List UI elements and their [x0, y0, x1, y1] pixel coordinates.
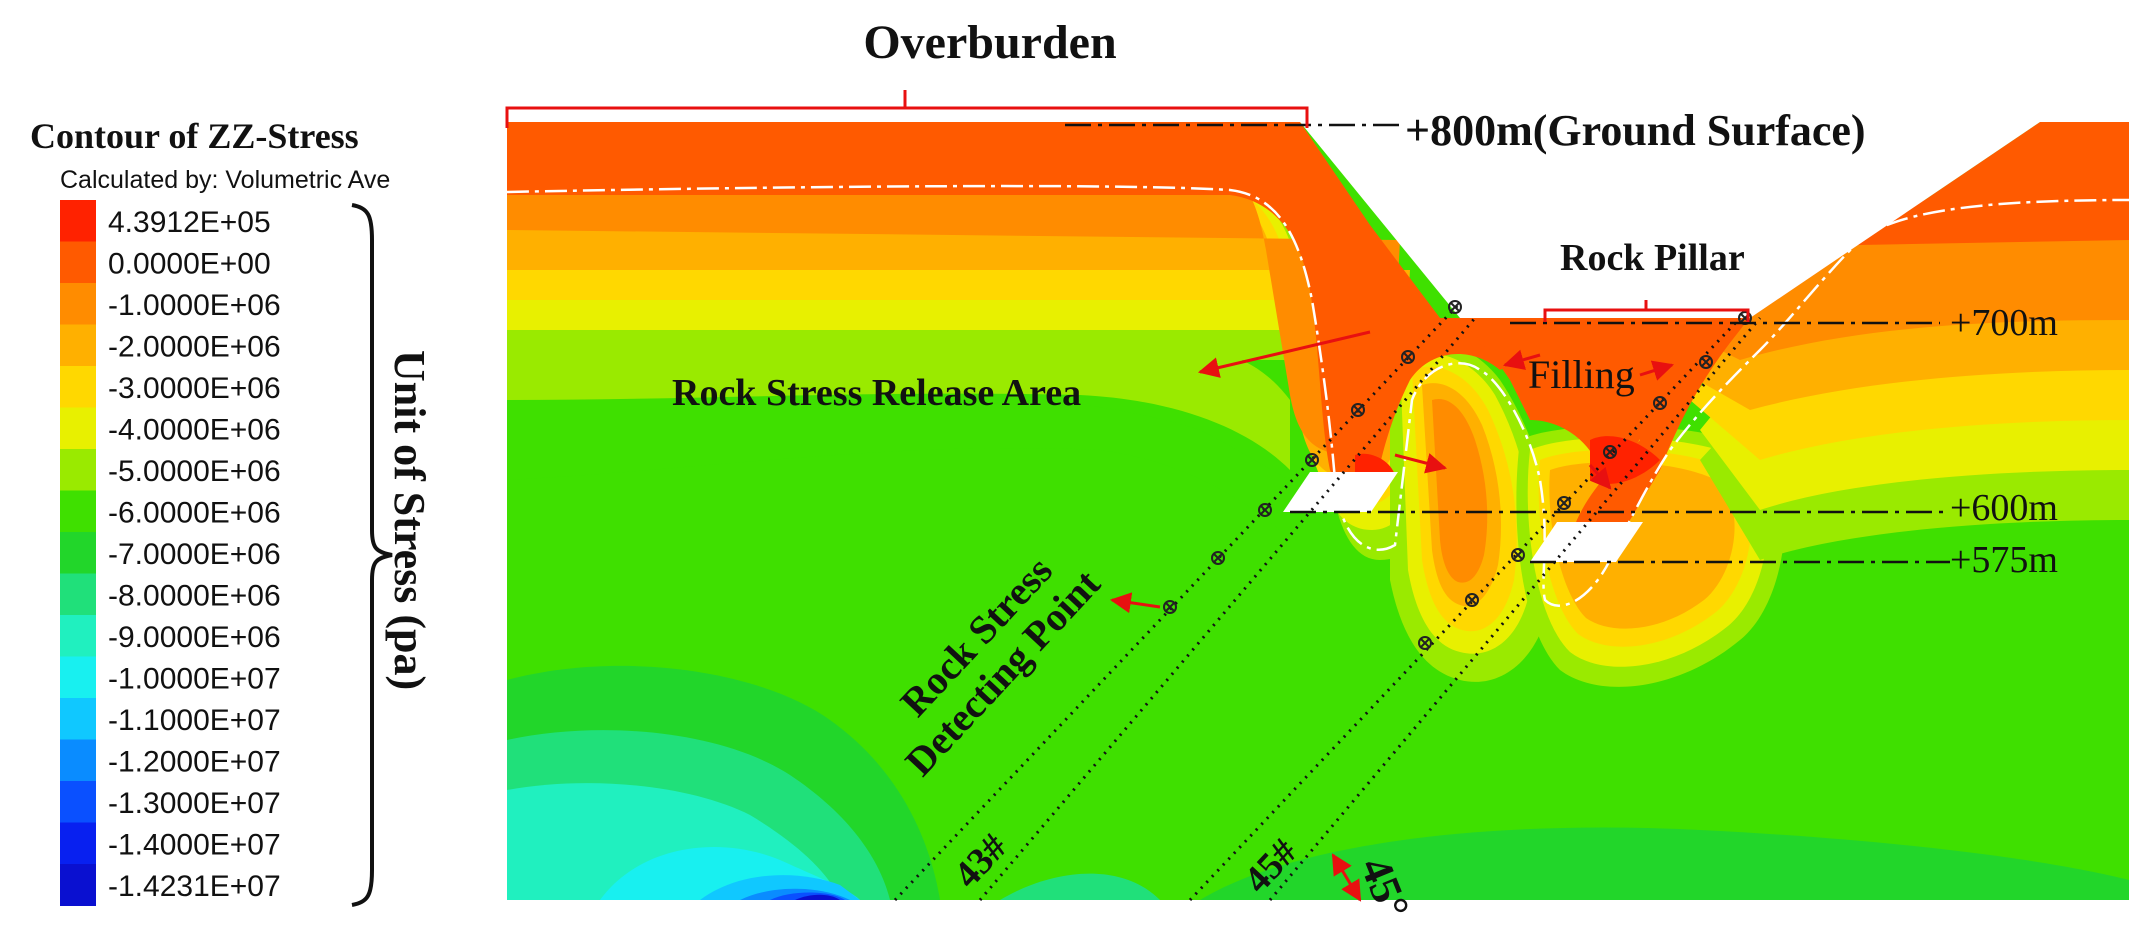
detecting-point-arrow: [1109, 592, 1161, 614]
legend-level-label: -1.4231E+07: [108, 870, 281, 903]
legend-level-label: 0.0000E+00: [108, 248, 271, 281]
elevation-lines: [1065, 123, 1950, 564]
legend-swatch: [60, 366, 96, 408]
detecting-point-marker: [1258, 503, 1272, 517]
detecting-point-marker: [1557, 496, 1571, 510]
elevation-600-label: +600m: [1950, 487, 2058, 529]
borehole-45-left-line: [1188, 316, 1742, 902]
legend-swatch: [60, 283, 96, 325]
detecting-point-marker: [1465, 593, 1479, 607]
legend-swatch: [60, 739, 96, 782]
legend-swatch: [60, 490, 96, 533]
overburden-label: Overburden: [863, 16, 1116, 69]
detecting-point-marker: [1699, 355, 1713, 369]
detecting-point-marker: [1448, 300, 1462, 314]
legend-level-label: -3.0000E+06: [108, 372, 281, 405]
elevation-700-label: +700m: [1950, 302, 2058, 344]
detecting-point-marker: [1305, 453, 1319, 467]
legend-title: Contour of ZZ-Stress: [30, 116, 359, 156]
release-area-label: Rock Stress Release Area: [672, 372, 1081, 414]
filling-arrows: [1394, 349, 1675, 490]
legend-level-label: -1.2000E+07: [108, 746, 281, 779]
legend-swatch: [60, 615, 96, 657]
rock-pillar-bracket: [1543, 300, 1750, 322]
elevation-575-label: +575m: [1950, 539, 2058, 581]
overburden-bracket: [505, 90, 1309, 128]
borehole-43-left-line: [893, 303, 1460, 902]
legend-swatch: [60, 324, 96, 367]
detecting-point-marker: [1163, 600, 1177, 614]
legend-swatch: [60, 449, 96, 491]
legend-swatch: [60, 407, 96, 450]
legend-level-label: -1.1000E+07: [108, 704, 281, 737]
legend-subtitle: Calculated by: Volumetric Ave: [60, 166, 390, 194]
release-area-arrow: [1197, 330, 1371, 378]
legend-level-label: -1.0000E+07: [108, 663, 281, 696]
legend-level-label: -8.0000E+06: [108, 580, 281, 613]
legend-level-label: -1.4000E+07: [108, 829, 281, 862]
detecting-point-marker: [1418, 636, 1432, 650]
legend-swatch: [60, 200, 96, 242]
legend-level-label: -1.0000E+06: [108, 289, 281, 322]
rock-pillar-label: Rock Pillar: [1560, 237, 1745, 279]
detecting-points: [1163, 300, 1752, 650]
legend-swatch: [60, 781, 96, 823]
legend-level-label: -7.0000E+06: [108, 538, 281, 571]
borehole-lines: [893, 303, 1762, 902]
legend-level-label: -5.0000E+06: [108, 455, 281, 488]
legend-level-label: -2.0000E+06: [108, 331, 281, 364]
legend-level-label: -4.0000E+06: [108, 414, 281, 447]
legend-labels: 4.3912E+05 0.0000E+00 -1.0000E+06 -2.0000E+…: [108, 206, 281, 903]
legend-swatch: [60, 698, 96, 740]
filling-label: Filling: [1528, 352, 1635, 397]
contour-plot: [507, 122, 2129, 900]
unit-label: Unit of Stress (pa): [385, 350, 434, 690]
legend-swatch: [60, 241, 96, 284]
legend-level-label: -1.3000E+07: [108, 787, 281, 820]
legend-swatch: [60, 532, 96, 574]
legend-swatch: [60, 573, 96, 616]
release-boundary-lines: [506, 184, 2130, 607]
detecting-point-marker: [1603, 445, 1617, 459]
legend-swatch: [60, 822, 96, 865]
legend-swatch: [60, 656, 96, 699]
detecting-point-marker: [1511, 548, 1525, 562]
legend-color-scale: [60, 200, 96, 906]
detecting-point-marker: [1401, 350, 1415, 364]
detecting-point-marker: [1211, 551, 1225, 565]
legend-swatch: [60, 864, 96, 906]
legend-level-label: -6.0000E+06: [108, 497, 281, 530]
legend-level-label: -9.0000E+06: [108, 621, 281, 654]
detecting-point-marker: [1653, 396, 1667, 410]
ground-surface-label: +800m(Ground Surface): [1405, 106, 1866, 155]
legend-level-label: 4.3912E+05: [108, 206, 271, 239]
angle-arrow: [1331, 853, 1362, 902]
detecting-point-marker: [1351, 403, 1365, 417]
legend-brace: [351, 203, 393, 907]
